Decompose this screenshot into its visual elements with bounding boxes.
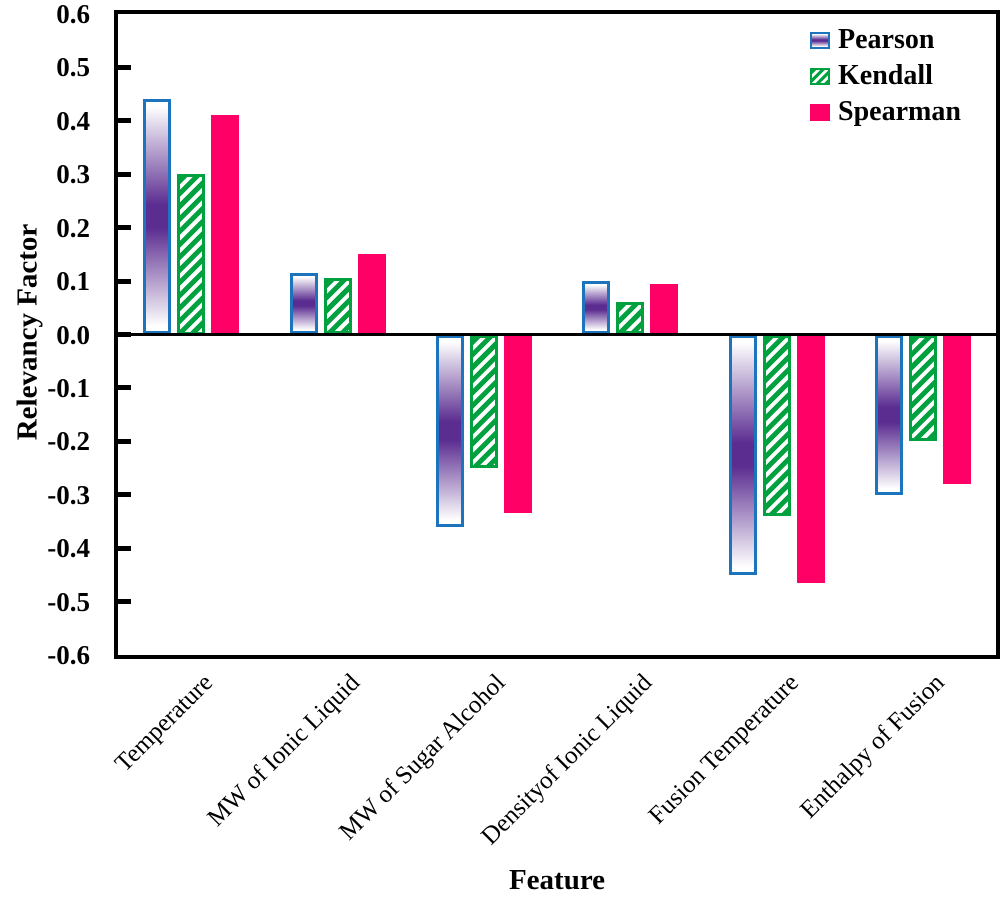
y-tick--0.4 [118, 545, 131, 551]
y-tick-label-0.0: 0.0 [56, 319, 90, 350]
y-tick-label--0.4: -0.4 [47, 533, 90, 564]
y-tick-label-0.5: 0.5 [56, 52, 90, 83]
y-tick-label--0.1: -0.1 [47, 372, 90, 403]
bar-pearson-5 [874, 334, 903, 495]
y-tick-label-0.2: 0.2 [56, 212, 90, 243]
y-axis-title: Relevancy Factor [11, 223, 44, 441]
x-axis-title: Feature [508, 864, 606, 896]
legend-row-pearson: Pearson [810, 22, 961, 58]
x-category-label-2: MW of Sugar Alcohol [334, 669, 511, 846]
x-category-label-5: Enthalpy of Fusion [795, 669, 950, 824]
bar-kendall-4 [762, 334, 791, 517]
bar-spearman-4 [796, 334, 825, 583]
y-tick-label-0.1: 0.1 [56, 266, 90, 297]
y-tick-0.3 [118, 171, 131, 177]
y-tick-label--0.6: -0.6 [47, 640, 90, 670]
bar-kendall-0 [177, 174, 206, 335]
bar-spearman-1 [357, 254, 386, 335]
y-tick-0.2 [118, 225, 131, 231]
legend-marker-spearman [810, 103, 830, 121]
legend-marker-kendall [810, 67, 830, 85]
y-tick-label--0.2: -0.2 [47, 426, 90, 457]
y-tick-0.4 [118, 118, 131, 124]
bar-kendall-3 [616, 302, 645, 335]
y-tick-0.5 [118, 64, 131, 70]
bar-spearman-3 [650, 283, 679, 335]
y-tick-label-0.4: 0.4 [56, 105, 90, 136]
y-tick--0.1 [118, 385, 131, 391]
legend-row-spearman: Spearman [810, 94, 961, 130]
zero-baseline [118, 333, 996, 336]
y-tick-label-0.6: 0.6 [56, 0, 90, 29]
bar-kendall-5 [908, 334, 937, 442]
legend-marker-pearson [810, 31, 830, 49]
bar-pearson-3 [582, 281, 611, 335]
bar-kendall-2 [469, 334, 498, 469]
bar-pearson-1 [289, 273, 318, 335]
y-tick--0.3 [118, 492, 131, 498]
x-category-label-1: MW of Ionic Liquid [201, 669, 365, 832]
legend-label-spearman: Spearman [838, 96, 961, 127]
legend-label-kendall: Kendall [838, 60, 933, 91]
x-category-label-4: Fusion Temperature [643, 669, 804, 830]
bar-spearman-0 [211, 115, 240, 335]
y-tick--0.2 [118, 438, 131, 444]
y-tick-label--0.5: -0.5 [47, 586, 90, 617]
bar-pearson-0 [143, 99, 172, 335]
y-tick-label-0.3: 0.3 [56, 159, 90, 190]
legend-row-kendall: Kendall [810, 58, 961, 94]
bar-pearson-4 [728, 334, 757, 575]
legend-label-pearson: Pearson [838, 24, 935, 55]
bar-spearman-5 [942, 334, 971, 485]
legend: Pearson Kendall Spearman [810, 22, 961, 130]
x-category-label-0: Temperature [110, 669, 219, 778]
bar-kendall-1 [323, 278, 352, 335]
y-tick-0.1 [118, 278, 131, 284]
y-tick-label--0.3: -0.3 [47, 479, 90, 510]
y-tick--0.5 [118, 599, 131, 605]
bar-spearman-2 [503, 334, 532, 514]
bar-pearson-2 [435, 334, 464, 527]
